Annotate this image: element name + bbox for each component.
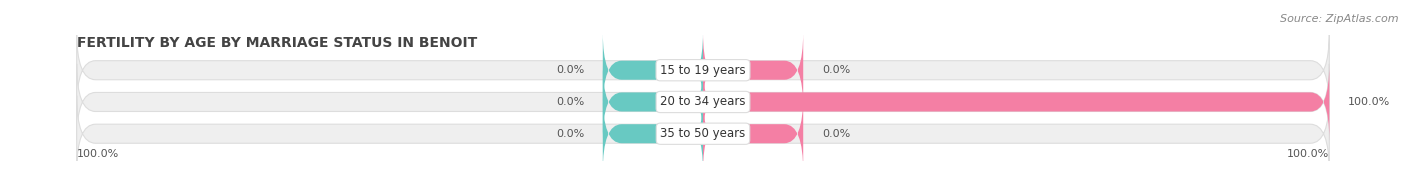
Text: 100.0%: 100.0% — [1286, 149, 1329, 159]
FancyBboxPatch shape — [603, 64, 703, 140]
Text: 35 to 50 years: 35 to 50 years — [661, 127, 745, 140]
FancyBboxPatch shape — [603, 96, 703, 172]
Text: 0.0%: 0.0% — [555, 129, 583, 139]
FancyBboxPatch shape — [703, 64, 1329, 140]
FancyBboxPatch shape — [703, 32, 803, 108]
FancyBboxPatch shape — [77, 64, 1329, 140]
FancyBboxPatch shape — [77, 96, 1329, 172]
Text: 0.0%: 0.0% — [555, 97, 583, 107]
Text: 0.0%: 0.0% — [555, 65, 583, 75]
FancyBboxPatch shape — [703, 96, 803, 172]
Text: 0.0%: 0.0% — [823, 65, 851, 75]
Text: 100.0%: 100.0% — [1348, 97, 1391, 107]
Text: FERTILITY BY AGE BY MARRIAGE STATUS IN BENOIT: FERTILITY BY AGE BY MARRIAGE STATUS IN B… — [77, 36, 477, 50]
Text: 15 to 19 years: 15 to 19 years — [661, 64, 745, 77]
Text: 0.0%: 0.0% — [823, 129, 851, 139]
Text: 100.0%: 100.0% — [77, 149, 120, 159]
Text: Source: ZipAtlas.com: Source: ZipAtlas.com — [1281, 14, 1399, 24]
FancyBboxPatch shape — [603, 32, 703, 108]
Text: 20 to 34 years: 20 to 34 years — [661, 95, 745, 108]
FancyBboxPatch shape — [77, 32, 1329, 108]
